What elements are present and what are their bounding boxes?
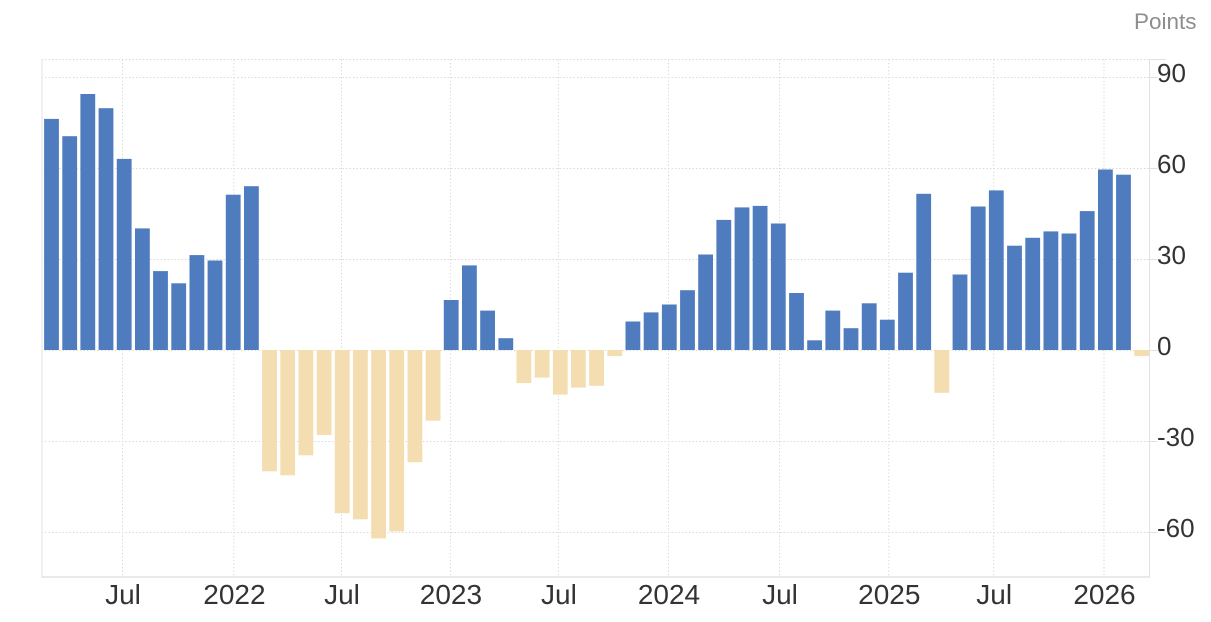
svg-text:2026: 2026 (1073, 579, 1135, 610)
svg-text:Points: Points (1134, 9, 1197, 34)
svg-text:Jul: Jul (762, 579, 798, 610)
svg-text:60: 60 (1157, 149, 1186, 179)
svg-text:2023: 2023 (420, 579, 482, 610)
svg-text:2024: 2024 (638, 579, 700, 610)
svg-text:2025: 2025 (858, 579, 920, 610)
svg-text:2022: 2022 (203, 579, 265, 610)
svg-text:90: 90 (1157, 58, 1186, 88)
svg-text:Jul: Jul (976, 579, 1012, 610)
svg-text:-30: -30 (1157, 422, 1195, 452)
svg-text:0: 0 (1157, 331, 1171, 361)
svg-text:Jul: Jul (541, 579, 577, 610)
svg-text:30: 30 (1157, 240, 1186, 270)
svg-text:Jul: Jul (105, 579, 141, 610)
svg-text:Jul: Jul (324, 579, 360, 610)
svg-text:-60: -60 (1157, 513, 1195, 543)
